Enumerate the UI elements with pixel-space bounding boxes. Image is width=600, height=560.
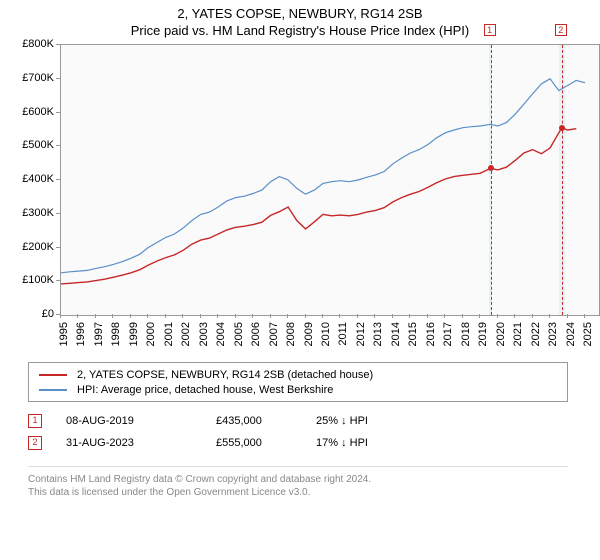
x-tick-label: 1997 (93, 322, 105, 346)
sale-pct: 17% ↓ HPI (316, 437, 466, 449)
x-tick-label: 2017 (442, 322, 454, 346)
x-tick-label: 2005 (233, 322, 245, 346)
sale-marker: 2 (555, 24, 567, 36)
x-tick-label: 2015 (407, 322, 419, 346)
chart-wrap: £0£100K£200K£300K£400K£500K£600K£700K£80… (42, 44, 600, 354)
x-tick-label: 2008 (285, 322, 297, 346)
sale-date: 31-AUG-2023 (66, 437, 216, 449)
x-tick-label: 2025 (582, 322, 594, 346)
x-tick-label: 2010 (320, 322, 332, 346)
legend-label: HPI: Average price, detached house, West… (77, 384, 333, 396)
x-tick-label: 2013 (372, 322, 384, 346)
legend-item: HPI: Average price, detached house, West… (39, 382, 557, 397)
x-tick-label: 2009 (303, 322, 315, 346)
x-tick-label: 2020 (495, 322, 507, 346)
sales-table: 1 08-AUG-2019£435,00025% ↓ HPI 2 31-AUG-202… (28, 410, 568, 454)
x-tick-label: 2012 (355, 322, 367, 346)
sale-date: 08-AUG-2019 (66, 415, 216, 427)
sale-pct: 25% ↓ HPI (316, 415, 466, 427)
y-tick-label: £700K (0, 72, 54, 84)
x-tick-label: 2007 (268, 322, 280, 346)
x-tick-label: 2023 (547, 322, 559, 346)
footer-line: Contains HM Land Registry data © Crown c… (28, 473, 568, 486)
x-tick-label: 1995 (58, 322, 70, 346)
y-tick-label: £400K (0, 173, 54, 185)
sale-index-box: 2 (28, 436, 42, 450)
sale-dot (488, 165, 494, 171)
chart-lines (61, 45, 599, 315)
footer: Contains HM Land Registry data © Crown c… (28, 466, 568, 499)
sale-row: 2 31-AUG-2023£555,00017% ↓ HPI (28, 432, 568, 454)
x-tick-label: 2016 (425, 322, 437, 346)
legend-label: 2, YATES COPSE, NEWBURY, RG14 2SB (detac… (77, 369, 373, 381)
x-tick-label: 2022 (530, 322, 542, 346)
y-tick-label: £300K (0, 207, 54, 219)
legend-item: 2, YATES COPSE, NEWBURY, RG14 2SB (detac… (39, 367, 557, 382)
x-tick-label: 2000 (145, 322, 157, 346)
x-tick-label: 2002 (180, 322, 192, 346)
x-tick-label: 2021 (512, 322, 524, 346)
y-tick-label: £100K (0, 274, 54, 286)
plot-area (60, 44, 600, 316)
x-tick-label: 1999 (128, 322, 140, 346)
hpi-line (61, 79, 585, 273)
y-tick-label: £200K (0, 241, 54, 253)
chart-container: 2, YATES COPSE, NEWBURY, RG14 2SB Price … (0, 6, 600, 499)
y-tick-label: £500K (0, 139, 54, 151)
sale-row: 1 08-AUG-2019£435,00025% ↓ HPI (28, 410, 568, 432)
property-line (61, 128, 576, 284)
chart-subtitle: Price paid vs. HM Land Registry's House … (0, 23, 600, 38)
y-tick-label: £600K (0, 106, 54, 118)
x-tick-label: 2024 (565, 322, 577, 346)
y-tick-label: £0 (0, 308, 54, 320)
sale-index-box: 1 (28, 414, 42, 428)
y-tick-label: £800K (0, 38, 54, 50)
x-tick-label: 2011 (337, 322, 349, 346)
x-tick-label: 2003 (198, 322, 210, 346)
x-tick-label: 2001 (163, 322, 175, 346)
x-tick-label: 2004 (215, 322, 227, 346)
x-tick-label: 2006 (250, 322, 262, 346)
sale-price: £555,000 (216, 437, 316, 449)
footer-line: This data is licensed under the Open Gov… (28, 486, 568, 499)
sale-price: £435,000 (216, 415, 316, 427)
x-tick-label: 2014 (390, 322, 402, 346)
x-tick-label: 2018 (460, 322, 472, 346)
x-tick-label: 1996 (75, 322, 87, 346)
chart-title: 2, YATES COPSE, NEWBURY, RG14 2SB (0, 6, 600, 21)
x-tick-label: 2019 (477, 322, 489, 346)
legend: 2, YATES COPSE, NEWBURY, RG14 2SB (detac… (28, 362, 568, 402)
sale-dot (559, 125, 565, 131)
x-tick-label: 1998 (110, 322, 122, 346)
sale-marker: 1 (484, 24, 496, 36)
